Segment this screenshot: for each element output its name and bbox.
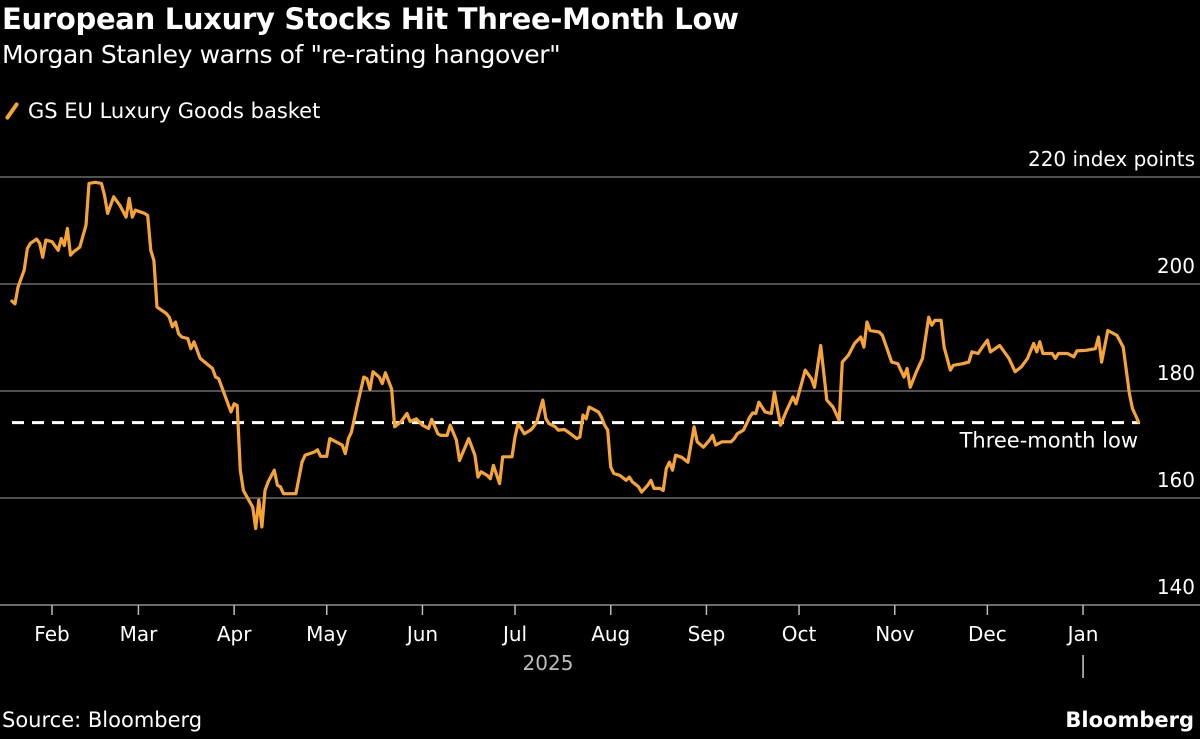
y-tick-label: 200	[1157, 254, 1195, 278]
x-axis-year-label: 2025	[523, 651, 574, 675]
series-line-0	[10, 180, 1141, 531]
legend: GS EU Luxury Goods basket	[4, 99, 320, 123]
x-tick-label: Dec	[968, 622, 1007, 646]
bloomberg-logo: Bloomberg	[1065, 708, 1194, 732]
y-tick-label: 220 index points	[1028, 147, 1195, 171]
x-tick-label: Nov	[875, 622, 914, 646]
x-tick-label: Sep	[688, 622, 726, 646]
y-tick-label: 140	[1157, 575, 1195, 599]
legend-label: GS EU Luxury Goods basket	[28, 99, 321, 123]
three-month-low-label: Three-month low	[959, 429, 1138, 453]
x-tick-label: May	[306, 622, 348, 646]
x-tick-label: Jun	[405, 622, 438, 646]
x-tick-label: Feb	[34, 622, 69, 646]
x-tick-label: Aug	[591, 622, 630, 646]
x-tick-label: Jan	[1066, 622, 1099, 646]
y-tick-label: 160	[1157, 468, 1195, 492]
y-tick-label: 180	[1157, 361, 1195, 385]
x-tick-label: Oct	[782, 622, 817, 646]
chart-subtitle: Morgan Stanley warns of "re-rating hango…	[2, 40, 561, 69]
x-tick-label: Apr	[217, 622, 252, 646]
x-tick-label: Mar	[120, 622, 159, 646]
x-tick-label: Jul	[501, 622, 527, 646]
chart-title: European Luxury Stocks Hit Three-Month L…	[2, 2, 739, 36]
source-note: Source: Bloomberg	[2, 708, 203, 732]
